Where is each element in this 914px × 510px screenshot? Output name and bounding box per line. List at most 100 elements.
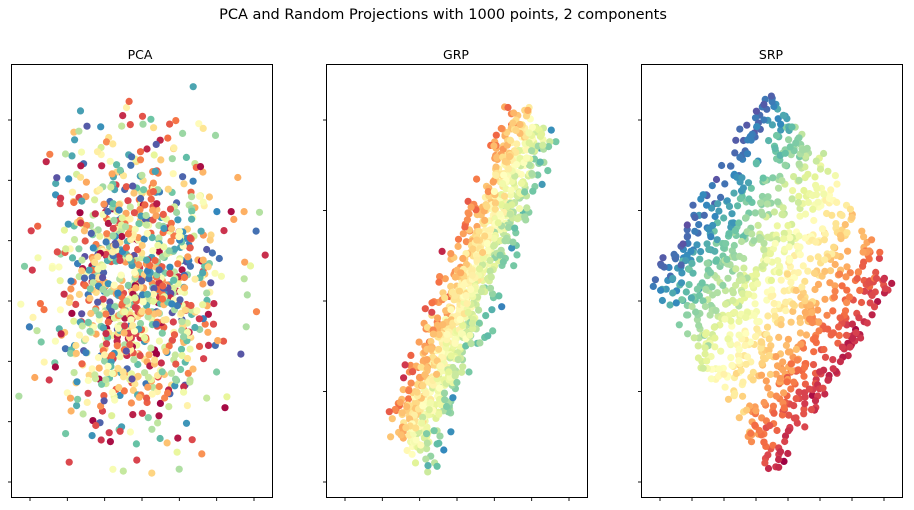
scatter-point — [708, 182, 716, 190]
scatter-point — [462, 342, 470, 350]
scatter-point — [195, 120, 203, 128]
scatter-point — [106, 438, 114, 446]
ticks-pca — [8, 119, 255, 501]
scatter-point — [104, 219, 112, 227]
subplot-title-srp: SRP — [759, 47, 784, 62]
scatter-point — [187, 301, 195, 310]
scatter-point — [819, 384, 827, 392]
scatter-point — [188, 193, 196, 201]
scatter-point — [113, 161, 121, 169]
scatter-point — [766, 250, 775, 258]
scatter-point — [144, 414, 152, 422]
scatter-point — [157, 359, 165, 367]
scatter-point — [116, 166, 124, 174]
scatter-point — [148, 425, 156, 433]
scatter-point — [868, 311, 876, 319]
scatter-point — [467, 285, 475, 293]
scatter-point — [754, 280, 762, 288]
scatter-point — [195, 192, 204, 200]
scatter-point — [94, 253, 102, 261]
scatter-point — [70, 317, 78, 325]
scatter-point — [419, 413, 427, 421]
scatter-point — [729, 219, 737, 227]
scatter-point — [149, 206, 157, 214]
plot-frame-srp — [641, 64, 903, 498]
scatter-point — [116, 353, 124, 361]
scatter-point — [240, 275, 248, 283]
scatter-point — [465, 210, 473, 218]
scatter-point — [454, 235, 463, 243]
scatter-point — [748, 230, 756, 238]
scatter-point — [780, 457, 788, 465]
scatter-point — [407, 351, 415, 359]
scatter-point — [115, 206, 123, 214]
scatter-point — [699, 364, 707, 372]
scatter-point — [205, 193, 213, 201]
scatter-point — [505, 223, 513, 231]
scatter-point — [854, 268, 863, 276]
scatter-point — [426, 399, 434, 407]
scatter-point — [423, 323, 431, 332]
scatter-point — [774, 184, 783, 192]
scatter-point — [136, 352, 144, 360]
scatter-point — [717, 347, 725, 355]
scatter-point — [415, 373, 424, 381]
scatter-point — [766, 391, 775, 399]
scatter-point — [843, 286, 851, 294]
scatter-point — [876, 248, 884, 256]
scatter-point — [830, 293, 839, 301]
scatter-point — [136, 148, 145, 156]
scatter-point — [443, 330, 451, 338]
scatter-point — [135, 393, 143, 401]
scatter-point — [758, 338, 766, 346]
scatter-point — [856, 286, 864, 294]
scatter-point — [479, 248, 487, 257]
scatter-point — [107, 183, 115, 191]
scatter-point — [734, 202, 742, 210]
scatter-point — [78, 197, 86, 205]
scatter-point — [790, 402, 798, 410]
scatter-point — [787, 360, 795, 368]
scatter-point — [142, 211, 150, 220]
scatter-point — [151, 356, 159, 364]
scatter-point — [508, 244, 516, 252]
scatter-point — [809, 361, 818, 369]
scatter-point — [726, 162, 735, 170]
scatter-point — [750, 237, 758, 245]
scatter-point — [462, 238, 470, 246]
scatter-point — [506, 153, 514, 161]
scatter-point — [423, 430, 431, 438]
scatter-point — [145, 351, 153, 359]
scatter-point — [121, 322, 129, 330]
scatter-point — [672, 299, 680, 307]
scatter-point — [152, 350, 161, 358]
scatter-point — [715, 207, 723, 215]
scatter-point — [174, 434, 182, 442]
subplot-title-grp: GRP — [443, 47, 469, 62]
scatter-point — [693, 241, 701, 249]
scatter-point — [178, 352, 186, 360]
scatter-point — [785, 411, 793, 419]
scatter-point — [786, 348, 794, 356]
scatter-point — [154, 241, 162, 249]
scatter-point — [688, 302, 696, 311]
scatter-point — [679, 240, 687, 248]
scatter-point — [208, 249, 216, 257]
scatter-point — [721, 180, 729, 188]
scatter-point — [498, 180, 507, 188]
scatter-point — [155, 382, 163, 391]
scatter-point — [99, 274, 107, 282]
scatter-point — [821, 390, 829, 398]
scatter-point — [848, 213, 856, 222]
scatter-point — [786, 256, 794, 264]
scatter-point — [188, 207, 196, 215]
scatter-point — [697, 248, 705, 256]
scatter-point — [687, 294, 696, 302]
scatter-point — [122, 347, 130, 355]
scatter-point — [242, 323, 250, 331]
scatter-point — [42, 158, 50, 166]
scatter-point — [20, 262, 29, 270]
scatter-point — [203, 245, 211, 254]
scatter-point — [687, 247, 695, 255]
scatter-point — [61, 150, 70, 158]
